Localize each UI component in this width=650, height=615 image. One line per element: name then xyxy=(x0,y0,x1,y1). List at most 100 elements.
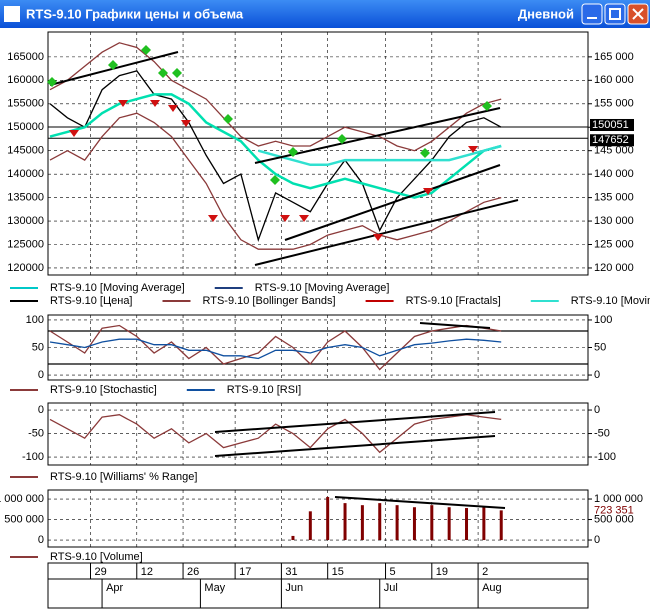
app-icon xyxy=(4,6,20,22)
price-label: 150051 xyxy=(592,119,629,131)
plot-area xyxy=(47,489,589,548)
y-tick-label-left: 500 000 xyxy=(4,513,44,525)
volume-bar xyxy=(326,496,330,541)
x-tick-label: 5 xyxy=(390,566,396,578)
y-tick-label: 130 000 xyxy=(594,215,634,227)
y-tick-label: 155 000 xyxy=(594,98,634,110)
volume-bar xyxy=(499,510,503,541)
y-tick-label-left: 0 xyxy=(38,534,44,546)
series-line xyxy=(257,144,502,167)
volume-bar xyxy=(378,503,382,541)
y-tick-label-left: -50 xyxy=(28,427,44,439)
y-tick-label-left: 155000 xyxy=(7,98,44,110)
volume-bar xyxy=(412,507,416,541)
volume-bar xyxy=(482,507,486,541)
legend-label: RTS-9.10 [Moving Average] xyxy=(571,295,650,307)
y-tick-label: -100 xyxy=(594,451,616,463)
volume-bar xyxy=(465,508,469,541)
y-tick-label: 500 000 xyxy=(594,513,634,525)
title-bar xyxy=(0,0,650,28)
legend-label: RTS-9.10 [Stochastic] xyxy=(50,384,157,396)
minimize-button[interactable] xyxy=(581,3,603,25)
volume-bar xyxy=(360,505,364,541)
series-line xyxy=(49,112,502,250)
y-tick-label-left: 150000 xyxy=(7,121,44,133)
trend-lines xyxy=(49,51,519,509)
window-title: RTS-9.10 Графики цены и объема xyxy=(26,6,244,21)
y-tick-label: 135 000 xyxy=(594,192,634,204)
y-tick-label-left: 165000 xyxy=(7,51,44,63)
month-label: May xyxy=(204,582,225,594)
y-tick-label: 160 000 xyxy=(594,74,634,86)
legend-label: RTS-9.10 [Volume] xyxy=(50,551,143,563)
maximize-button[interactable] xyxy=(604,3,626,25)
month-label: Apr xyxy=(106,582,123,594)
date-axis xyxy=(47,562,589,609)
volume-bar xyxy=(430,505,434,541)
y-tick-label-left: 135000 xyxy=(7,192,44,204)
month-label: Jul xyxy=(384,582,398,594)
y-tick-label: -50 xyxy=(594,427,610,439)
series-line xyxy=(49,70,502,242)
x-tick-label: 26 xyxy=(187,566,199,578)
legend-label: RTS-9.10 [Fractals] xyxy=(406,295,501,307)
y-tick-label-left: 1 000 000 xyxy=(0,493,44,505)
value-label: 723 351 xyxy=(594,504,634,516)
series-line xyxy=(49,414,502,454)
plot-area xyxy=(47,402,589,466)
legend-label: RTS-9.10 [Williams' % Range] xyxy=(50,471,197,483)
series-line xyxy=(49,338,502,360)
series-line xyxy=(49,42,502,152)
price-label-box xyxy=(590,134,634,147)
y-tick-label-left: 100 xyxy=(26,314,44,326)
legend-label: RTS-9.10 [Bollinger Bands] xyxy=(203,295,336,307)
x-tick-label: 2 xyxy=(482,566,488,578)
y-tick-label: 0 xyxy=(594,534,600,546)
y-tick-label: 50 xyxy=(594,341,606,353)
y-tick-label-left: 130000 xyxy=(7,215,44,227)
volume-bar xyxy=(291,535,295,541)
y-tick-label: 1 000 000 xyxy=(594,493,643,505)
x-tick-label: 19 xyxy=(436,566,448,578)
y-tick-label: 140 000 xyxy=(594,168,634,180)
y-tick-label: 0 xyxy=(594,369,600,381)
y-tick-label-left: 0 xyxy=(38,404,44,416)
x-tick-label: 31 xyxy=(285,566,297,578)
volume-bar xyxy=(343,503,347,541)
price-label-box xyxy=(590,118,634,131)
price-label: 147652 xyxy=(592,134,629,146)
y-tick-label: 125 000 xyxy=(594,238,634,250)
y-tick-label-left: 145000 xyxy=(7,145,44,157)
x-tick-label: 17 xyxy=(239,566,251,578)
y-tick-label-left: -100 xyxy=(22,451,44,463)
volume-bar xyxy=(308,511,312,541)
y-tick-label: 145 000 xyxy=(594,145,634,157)
y-tick-label-left: 50 xyxy=(32,341,44,353)
volume-bar xyxy=(395,505,399,541)
y-tick-label-left: 0 xyxy=(38,369,44,381)
legend-label: RTS-9.10 [RSI] xyxy=(227,384,301,396)
y-tick-label: 100 xyxy=(594,314,612,326)
legend-label: RTS-9.10 [Moving Average] xyxy=(50,282,185,294)
x-tick-label: 15 xyxy=(332,566,344,578)
y-tick-label: 120 000 xyxy=(594,262,634,274)
button-glyphs xyxy=(587,8,644,20)
y-tick-label: 165 000 xyxy=(594,51,634,63)
y-tick-label: 0 xyxy=(594,404,600,416)
y-tick-label-left: 120000 xyxy=(7,262,44,274)
legend-label: RTS-9.10 [Moving Average] xyxy=(255,282,390,294)
period[interactable]: Дневной xyxy=(518,6,574,21)
series-line xyxy=(49,324,502,371)
month-label: Jun xyxy=(285,582,303,594)
x-tick-label: 12 xyxy=(141,566,153,578)
y-tick-label-left: 125000 xyxy=(7,238,44,250)
x-tick-label: 29 xyxy=(94,566,106,578)
month-label: Aug xyxy=(482,582,502,594)
plot-area xyxy=(47,31,589,276)
y-tick-label-left: 160000 xyxy=(7,74,44,86)
legend-label: RTS-9.10 [Цена] xyxy=(50,295,133,307)
volume-bar xyxy=(447,507,451,541)
y-tick-label-left: 140000 xyxy=(7,168,44,180)
fractal-markers xyxy=(47,45,492,241)
